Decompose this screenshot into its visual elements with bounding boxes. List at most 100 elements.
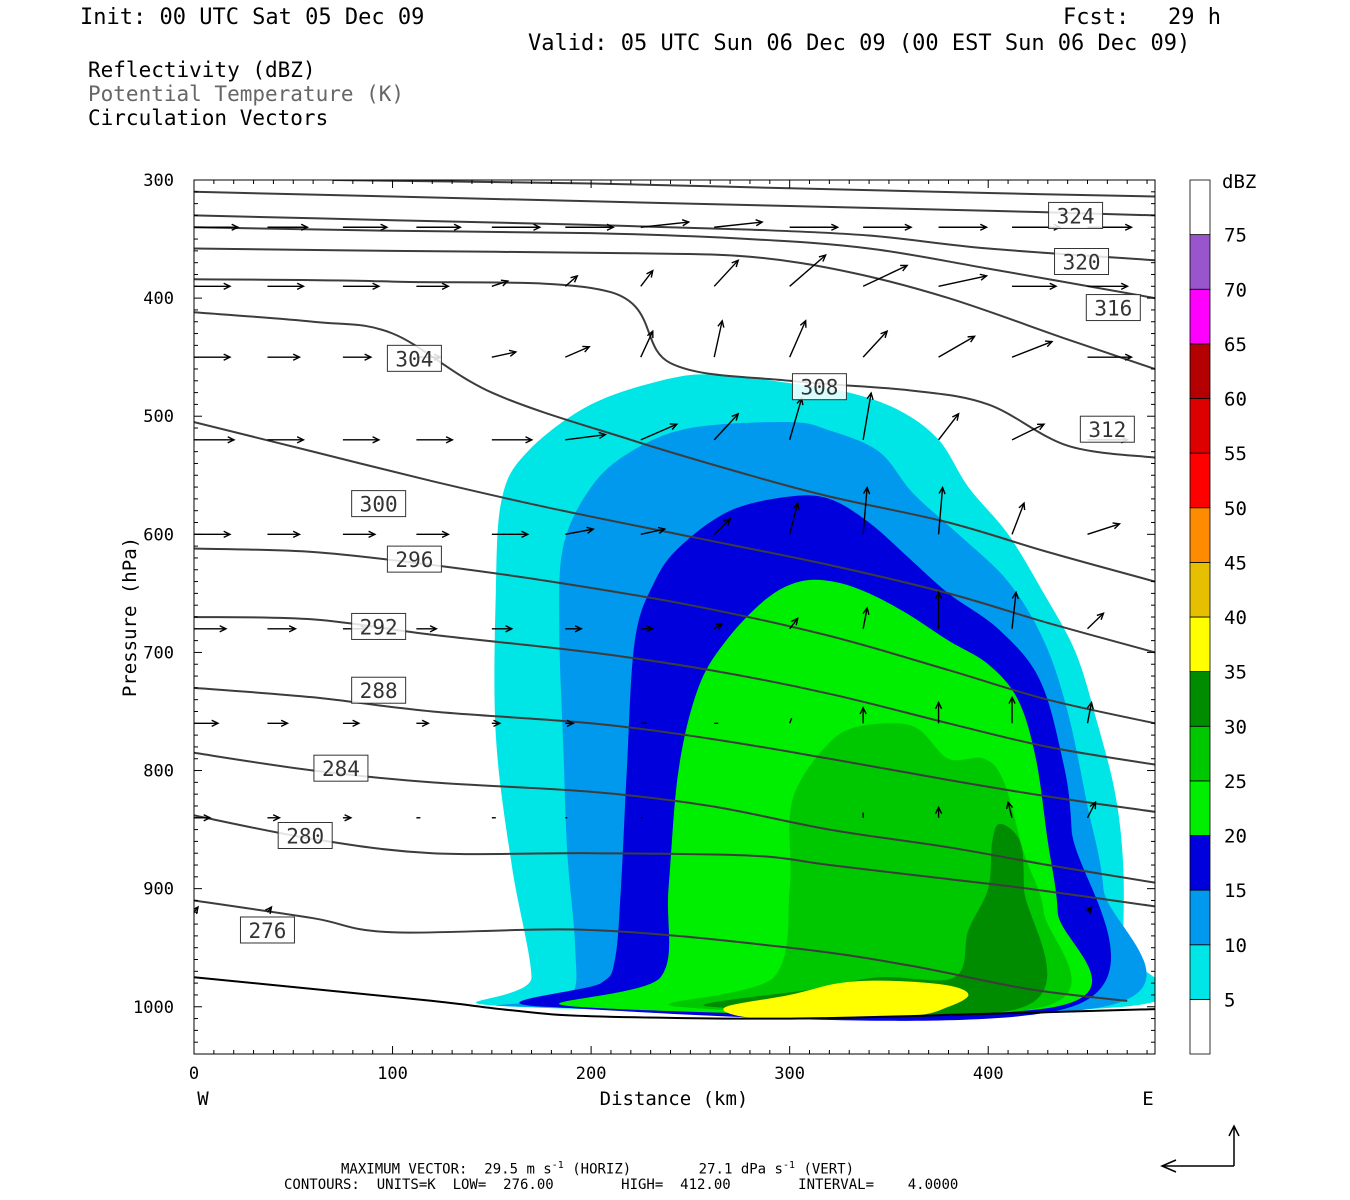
reflectivity-region-30dbz xyxy=(703,823,1048,1017)
circulation-vector xyxy=(934,590,943,629)
circulation-vector xyxy=(1005,800,1014,818)
circulation-vector xyxy=(938,273,989,287)
valid-time: Valid: 05 UTC Sun 06 Dec 09 (00 EST Sun … xyxy=(528,31,1191,56)
circulation-vector xyxy=(565,625,583,633)
circulation-vector xyxy=(938,335,976,358)
colorbar-level-label: 40 xyxy=(1224,607,1247,629)
circulation-vector xyxy=(416,282,450,290)
theta-label-box xyxy=(313,754,369,782)
colorbar-swatch xyxy=(1189,835,1211,891)
circulation-vector xyxy=(416,223,462,231)
circulation-vector xyxy=(789,319,807,358)
circulation-vector xyxy=(862,391,874,440)
theta-contour-316 xyxy=(194,226,1155,300)
circulation-vector xyxy=(267,625,298,633)
reference-vector-icon xyxy=(1160,1124,1240,1173)
y-tick-label: 500 xyxy=(143,407,174,427)
circulation-vector xyxy=(938,223,989,231)
colorbar-level-label: 5 xyxy=(1224,989,1235,1011)
y-tick-label: 700 xyxy=(143,643,174,663)
theta-contour-280 xyxy=(194,814,1155,908)
circulation-vector xyxy=(934,700,943,724)
y-tick-label: 600 xyxy=(143,525,174,545)
circulation-vector xyxy=(938,412,960,441)
theta-label-300: 300 xyxy=(360,493,398,517)
circulation-vector xyxy=(789,254,827,287)
circulation-vector xyxy=(640,625,655,633)
theta-label-288: 288 xyxy=(360,679,398,703)
colorbar-level-label: 50 xyxy=(1224,498,1247,520)
colorbar-swatch xyxy=(1189,725,1211,782)
circulation-vector xyxy=(267,282,306,290)
circulation-vector xyxy=(194,353,232,361)
circulation-vector xyxy=(862,485,871,535)
colorbar-level-label: 30 xyxy=(1224,716,1247,738)
colorbar-swatch xyxy=(1189,780,1211,836)
colorbar-level-label: 35 xyxy=(1224,662,1247,684)
colorbar-swatch xyxy=(1189,616,1211,673)
circulation-vector xyxy=(640,526,667,536)
circulation-vector xyxy=(1011,501,1026,535)
circulation-vector xyxy=(565,431,607,441)
colorbar-swatch xyxy=(1189,288,1211,345)
surface-line xyxy=(194,976,1155,1020)
colorbar-swatch xyxy=(1189,343,1211,399)
circulation-vector xyxy=(416,625,438,633)
circulation-vector xyxy=(640,423,679,441)
circulation-vector xyxy=(788,501,800,535)
theta-contour-324 xyxy=(194,190,1155,217)
circulation-vector xyxy=(565,223,615,231)
circulation-vector xyxy=(267,719,290,727)
x-end-label-west: W xyxy=(197,1088,209,1110)
init-time: Init: 00 UTC Sat 05 Dec 09 xyxy=(80,5,425,30)
colorbar: 5 10 15 20 25 30 35 40 45 50 55 60 65 70 75 dBZ xyxy=(1189,171,1256,1055)
circulation-vector xyxy=(416,530,450,538)
colorbar-level-label: 65 xyxy=(1224,334,1247,356)
circulation-vector xyxy=(713,319,725,358)
colorbar-swatch xyxy=(1189,452,1211,509)
circulation-vector xyxy=(267,223,310,231)
circulation-vector xyxy=(564,274,579,287)
circulation-vector xyxy=(491,223,542,231)
circulation-vector xyxy=(1008,695,1016,724)
colorbar-swatch xyxy=(1189,398,1211,454)
theta-label-312: 312 xyxy=(1088,418,1126,442)
axes: 300 400 500 600 700 800 900 1000 0 100 200 300 400 xyxy=(133,171,1155,1084)
field-label-theta: Potential Temperature (K) xyxy=(88,82,405,106)
colorbar-level-label: 25 xyxy=(1224,771,1247,793)
colorbar-swatch xyxy=(1189,998,1211,1055)
colorbar-swatch xyxy=(1189,179,1211,236)
circulation-vector xyxy=(342,223,389,231)
circulation-vector xyxy=(640,269,654,287)
circulation-vector xyxy=(1086,800,1097,819)
colorbar-level-label: 60 xyxy=(1224,389,1247,411)
circulation-vector xyxy=(416,719,430,727)
circulation-vector xyxy=(937,485,946,535)
theta-label-box xyxy=(1085,294,1141,322)
theta-label-box xyxy=(386,545,442,573)
colorbar-level-label: 70 xyxy=(1224,279,1247,301)
reflectivity-layer xyxy=(475,374,1155,1021)
x-tick-label: 0 xyxy=(189,1064,199,1084)
colorbar-swatch xyxy=(1189,561,1211,618)
circulation-vector xyxy=(1087,353,1134,361)
theta-label-284: 284 xyxy=(322,757,360,781)
colorbar-level-label: 20 xyxy=(1224,826,1247,848)
colorbar-level-label: 45 xyxy=(1224,552,1247,574)
theta-label-292: 292 xyxy=(360,615,398,639)
circulation-vector xyxy=(789,223,840,231)
theta-contour-308 xyxy=(194,278,1155,459)
circulation-vector xyxy=(342,719,361,727)
circulation-vector xyxy=(934,805,943,818)
circulation-vector xyxy=(1086,700,1094,724)
circulation-vector xyxy=(1011,340,1054,358)
theta-label-box xyxy=(351,676,407,704)
theta-label-box xyxy=(791,373,847,401)
circulation-vector xyxy=(565,526,595,536)
theta-label-304: 304 xyxy=(395,347,433,371)
max-vector-footer: MAXIMUM VECTOR: 29.5 m s-1 (HORIZ) 27.1 … xyxy=(341,1160,855,1178)
circulation-vector xyxy=(194,282,232,290)
x-tick-label: 100 xyxy=(377,1064,408,1084)
field-label-vectors: Circulation Vectors xyxy=(88,106,329,130)
x-tick-label: 400 xyxy=(973,1064,1004,1084)
